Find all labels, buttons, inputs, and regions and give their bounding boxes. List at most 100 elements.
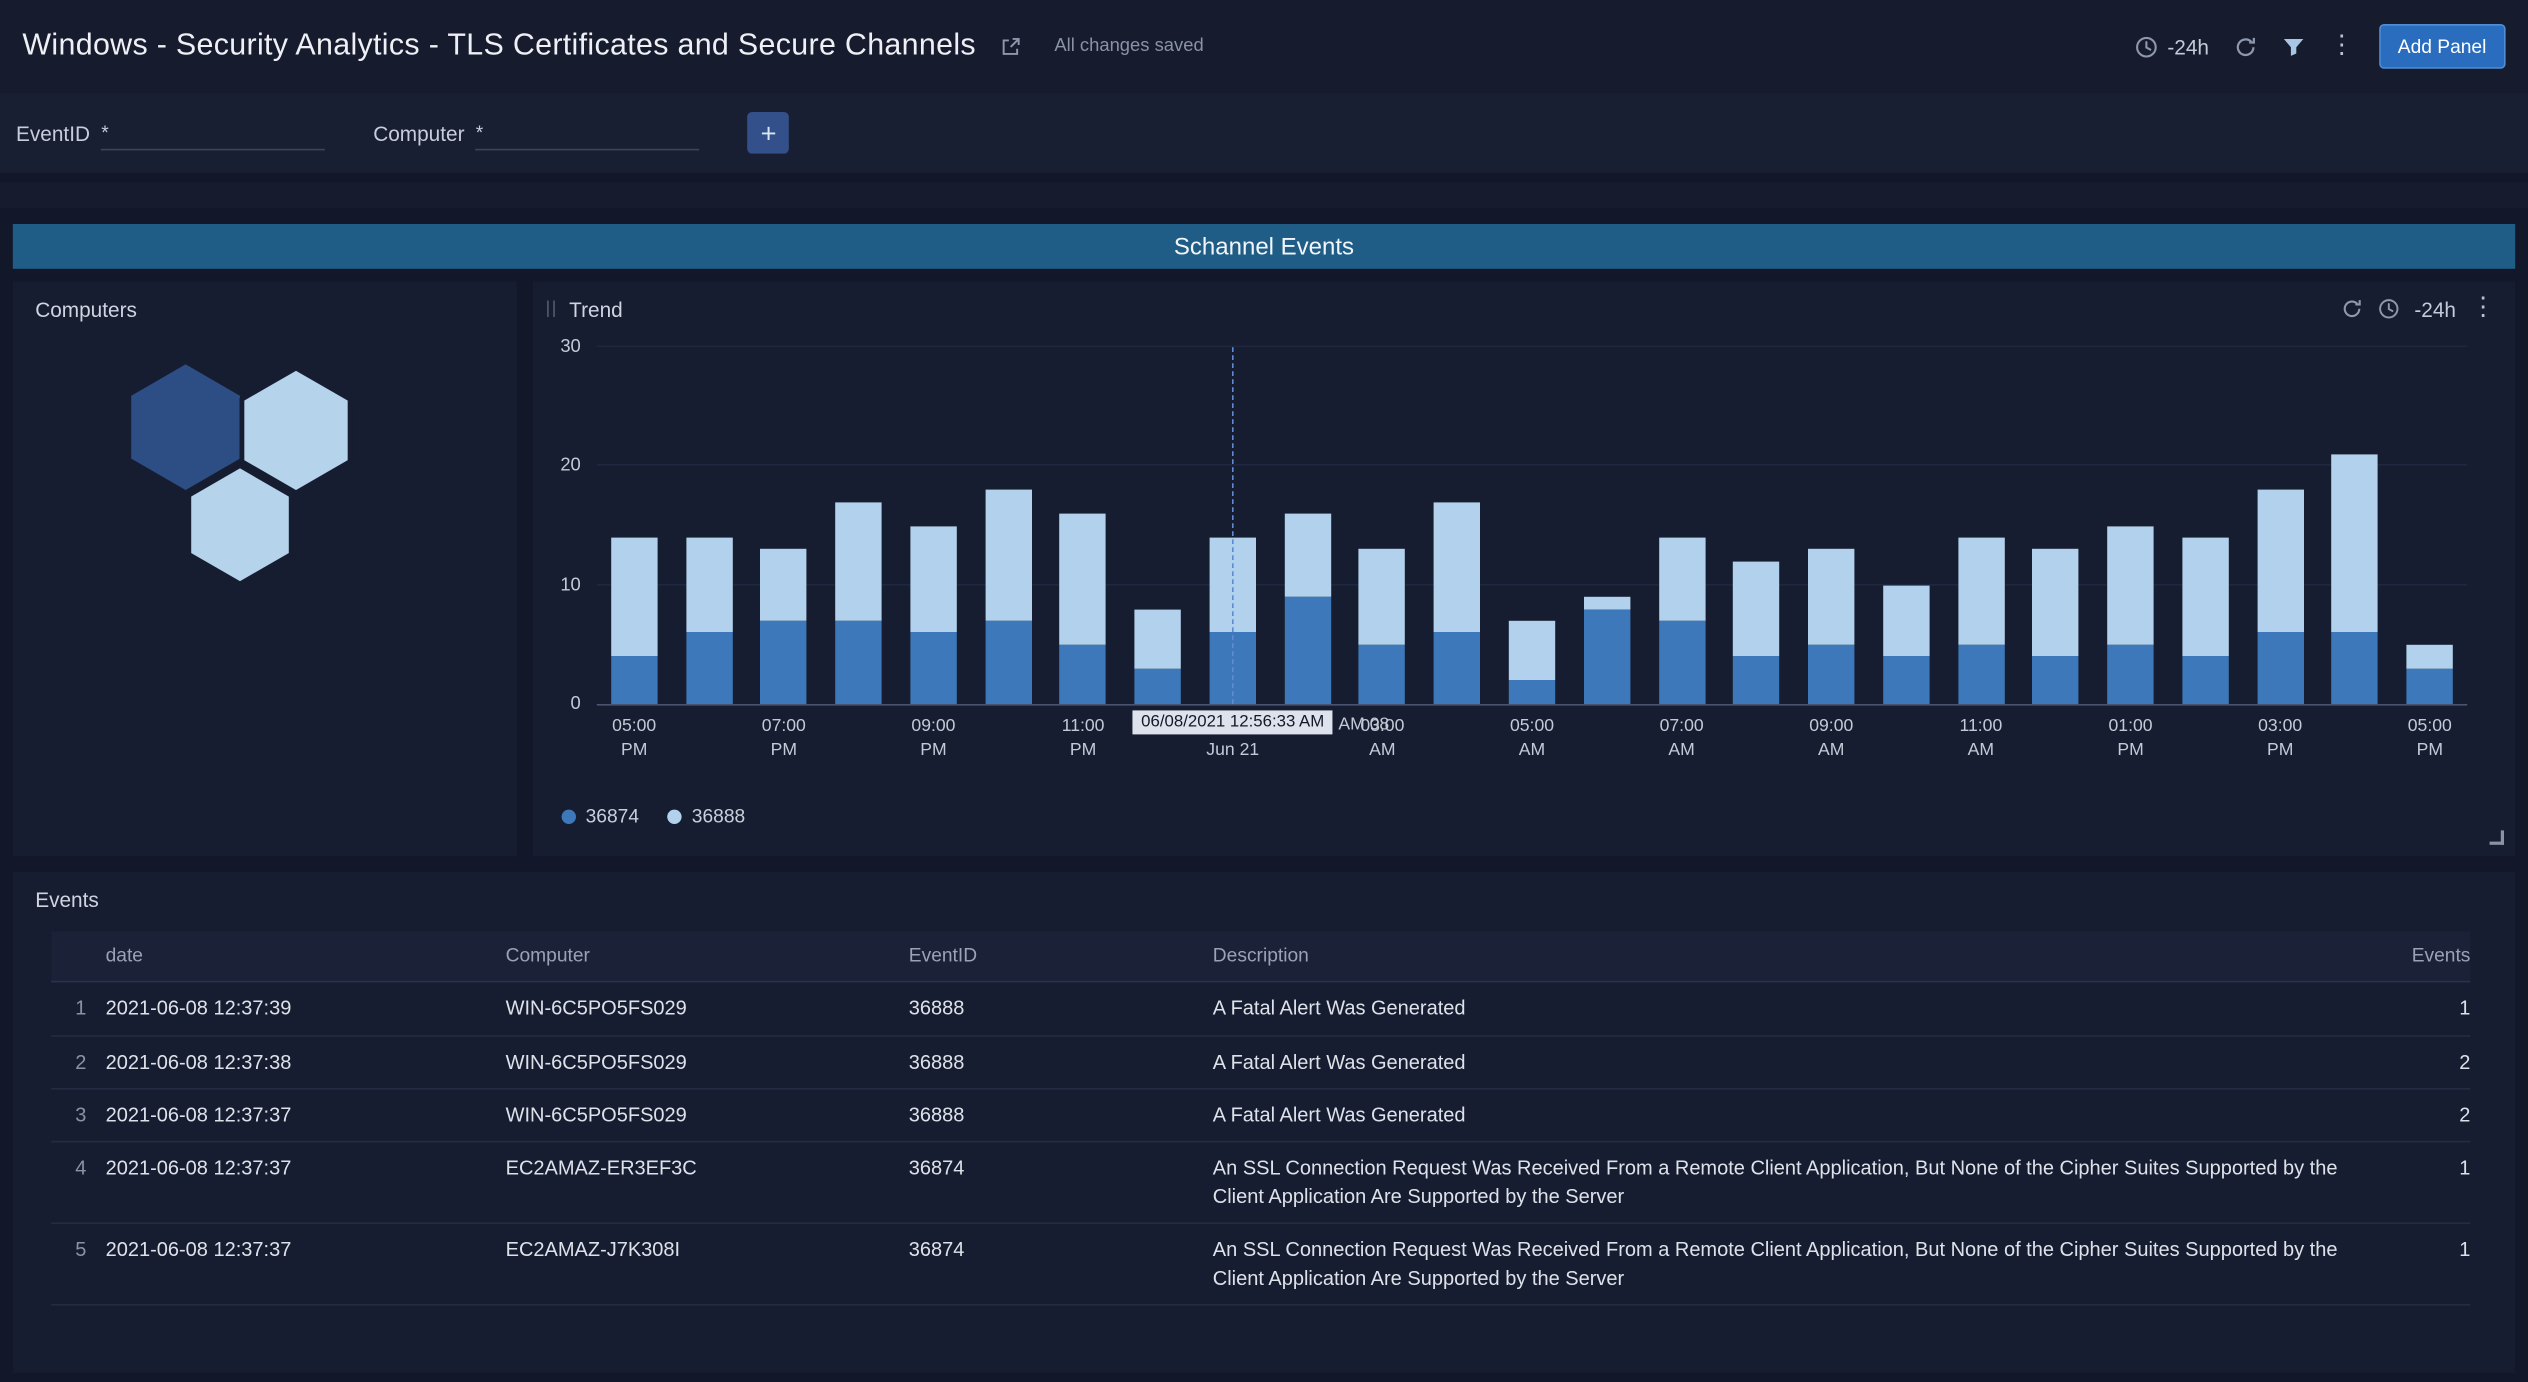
filter-field-computer: Computer * [373,116,700,150]
legend-item[interactable]: 36888 [667,805,745,827]
trend-bar[interactable] [2256,489,2304,704]
trend-bar[interactable] [910,525,957,704]
table-row[interactable]: 2 2021-06-08 12:37:38 WIN-6C5PO5FS029 36888… [51,1036,2471,1090]
clock-icon[interactable] [2378,298,2400,320]
trend-bar[interactable] [1134,608,1182,704]
trend-bar[interactable] [1733,561,1780,704]
table-cell: A Fatal Alert Was Generated [1212,997,1466,1020]
table-cell: EC2AMAZ-J7K308I [505,1238,681,1261]
trend-bar[interactable] [1059,513,1107,704]
table-cell: 2021-06-08 12:37:37 [105,1156,292,1179]
column-header[interactable]: Computer [505,944,590,967]
legend-label: 36874 [585,804,639,828]
trend-bar[interactable] [985,489,1032,704]
trend-bar[interactable] [1359,549,1406,704]
x-axis-tick: 11:00 AM [1959,716,2003,760]
hexagon[interactable] [186,462,294,587]
table-row[interactable]: 5 2021-06-08 12:37:37 EC2AMAZ-J7K308I 36874… [51,1224,2471,1307]
column-header[interactable]: Description [1212,944,1309,967]
add-filter-button[interactable]: + [747,112,790,154]
legend-item[interactable]: 36874 [561,804,639,828]
table-cell: 2021-06-08 12:37:37 [105,1238,292,1261]
column-header[interactable]: date [105,944,143,967]
table-row[interactable]: 3 2021-06-08 12:37:37 WIN-6C5PO5FS029 36888… [51,1089,2471,1143]
filter-icon[interactable] [2281,34,2305,58]
bar-segment-36888 [1508,620,1556,681]
table-cell: 2021-06-08 12:37:38 [105,1050,292,1073]
kebab-menu-icon[interactable]: ⋮ [2328,32,2355,60]
refresh-icon[interactable] [2341,298,2363,320]
x-axis-tick: 09:00 PM [911,716,956,760]
required-asterisk: * [475,120,484,144]
bar-segment-36874 [1658,620,1705,704]
column-header[interactable]: EventID [908,944,978,967]
trend-chart[interactable]: 0 10 20 30 06/08/2021 12:56:33 AM AM 08 Jun… [560,338,2468,789]
x-axis-tick: 01:00 PM [2108,716,2153,760]
table-cell: 2 [2459,1050,2471,1073]
trend-bar[interactable] [760,549,808,704]
table-cell: An SSL Connection Request Was Received F… [1212,1238,2338,1290]
hexagon[interactable] [126,358,245,496]
bar-segment-36888 [910,525,957,633]
trend-bar[interactable] [685,537,733,704]
table-cell: 1 [2459,1238,2471,1261]
bar-segment-36888 [1359,549,1406,645]
section-banner-title: Schannel Events [1173,232,1355,260]
resize-handle[interactable] [2489,830,2504,845]
kebab-menu-icon[interactable]: ⋮ [2470,294,2496,322]
trend-bar[interactable] [1658,537,1705,704]
trend-bar[interactable] [2182,537,2229,704]
trend-bar[interactable] [1433,501,1481,704]
trend-bar[interactable] [835,501,882,704]
time-range-control[interactable]: -24h [2134,34,2209,58]
events-table: date Computer EventID Description Events 1 202… [51,931,2471,1307]
trend-bar[interactable] [1284,513,1331,704]
row-number-header [51,931,105,953]
panel-time-range[interactable]: -24h [2414,296,2456,321]
filter-field-eventid: EventID * [16,116,326,150]
trend-bar[interactable] [1583,597,1630,704]
x-axis-tick: 05:00 AM [1509,716,1555,760]
honeycomb-chart[interactable] [13,344,517,648]
trend-bar[interactable] [2331,454,2379,704]
trend-bar[interactable] [2032,549,2079,704]
bar-segment-36888 [1882,585,1930,657]
trend-bar[interactable] [1882,585,1930,704]
x-axis-tick: 03:00 PM [2258,716,2303,760]
trend-plot-area[interactable]: 0 10 20 30 [560,338,2468,714]
trend-bar[interactable] [611,537,658,704]
bar-segment-36888 [1957,537,2005,645]
table-cell: A Fatal Alert Was Generated [1212,1103,1466,1126]
chart-cursor-line [1232,347,1235,704]
table-row[interactable]: 1 2021-06-08 12:37:39 WIN-6C5PO5FS029 36888… [51,983,2471,1037]
drag-handle-icon[interactable]: || [545,299,558,319]
filter-bar: EventID * Computer * + [0,92,2528,173]
computers-panel: Computers [12,281,517,857]
bar-segment-36888 [2406,644,2453,669]
bar-segment-36874 [1359,644,1406,704]
eventid-filter-input[interactable] [115,116,326,148]
bar-segment-36874 [2182,656,2229,704]
table-cell: 3 [75,1103,87,1126]
cursor-tooltip: 06/08/2021 12:56:33 AM [1133,710,1333,735]
trend-bar[interactable] [1808,549,1855,704]
trend-bar[interactable] [1957,537,2005,704]
table-cell: A Fatal Alert Was Generated [1212,1050,1466,1073]
bar-segment-36874 [2331,632,2379,704]
trend-bar[interactable] [1508,620,1556,704]
add-panel-button[interactable]: Add Panel [2378,24,2506,69]
bar-segment-36888 [835,501,882,621]
computer-filter-input[interactable] [489,116,700,148]
trend-bar[interactable] [2406,644,2453,704]
bar-segment-36874 [1583,608,1630,704]
table-row[interactable]: 4 2021-06-08 12:37:37 EC2AMAZ-ER3EF3C 36874… [51,1142,2471,1225]
hexagon[interactable] [239,365,353,496]
column-header[interactable]: Events [2411,944,2471,967]
table-cell: 2021-06-08 12:37:39 [105,997,292,1020]
export-icon[interactable] [998,34,1022,58]
table-cell: 36888 [908,1103,965,1126]
trend-panel-header: || Trend -24h ⋮ [533,282,2515,322]
refresh-icon[interactable] [2233,34,2257,58]
trend-bar[interactable] [2107,525,2154,704]
